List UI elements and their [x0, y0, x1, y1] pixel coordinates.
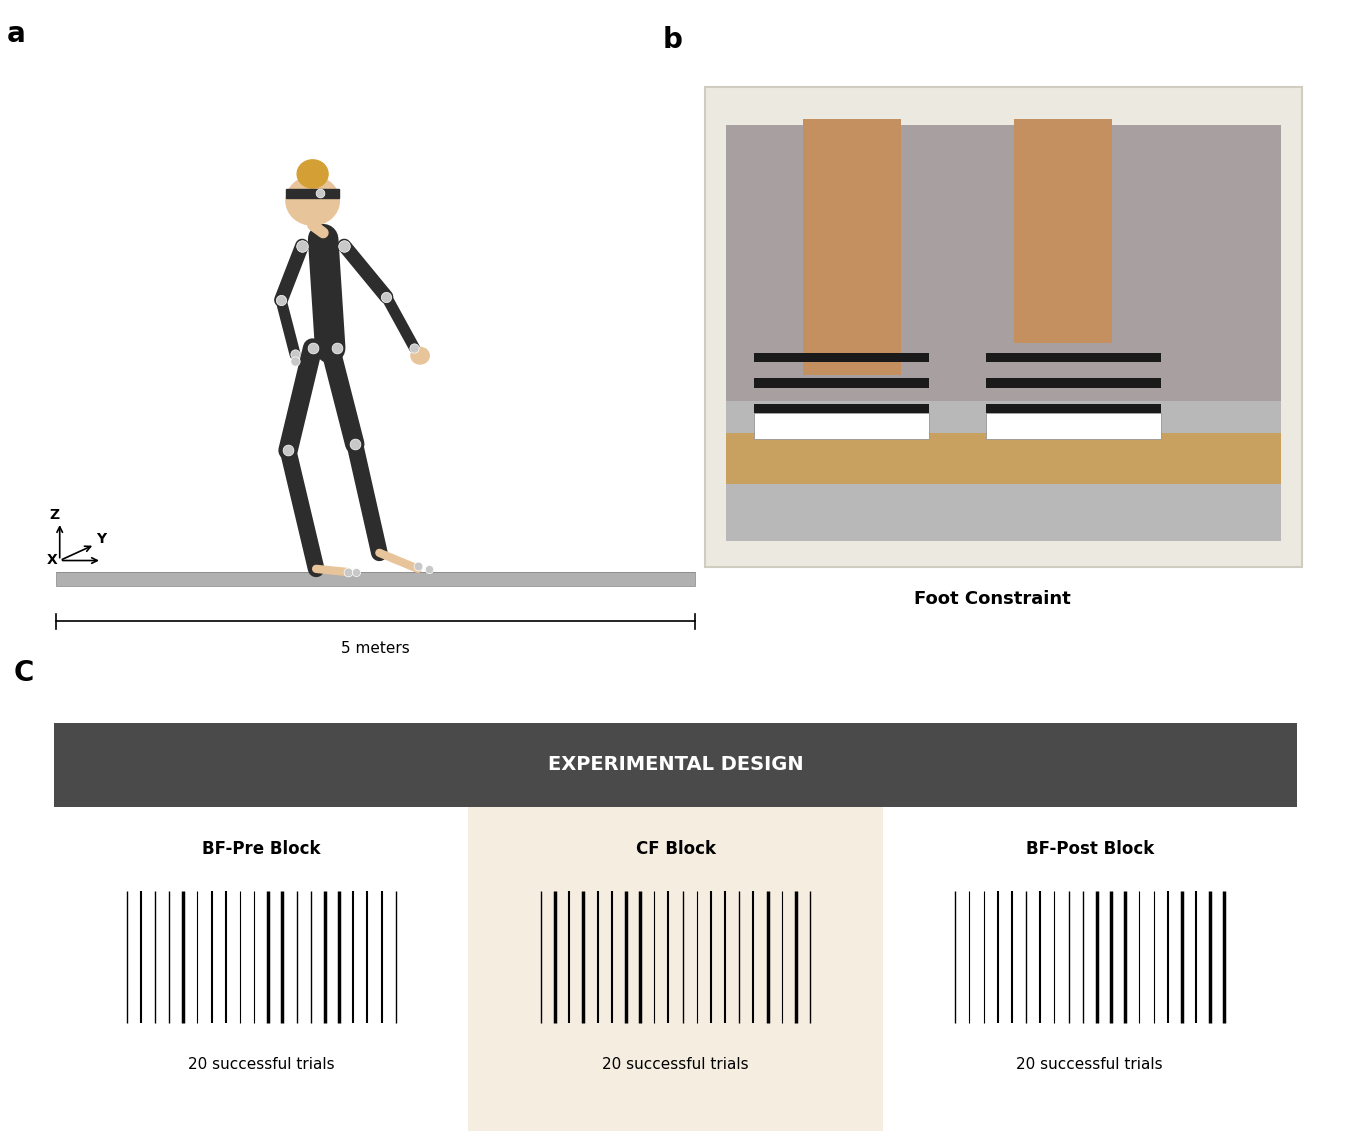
Bar — [754, 414, 929, 439]
Text: Y: Y — [96, 531, 107, 545]
Bar — [986, 352, 1162, 362]
Text: CF Block: CF Block — [635, 840, 716, 858]
Bar — [469, 807, 882, 1132]
Point — [309, 184, 331, 202]
Point — [292, 237, 313, 255]
Bar — [54, 724, 1297, 807]
Point — [277, 441, 299, 459]
Point — [334, 237, 355, 255]
Bar — [986, 403, 1162, 414]
Point — [284, 352, 305, 370]
Bar — [725, 400, 1281, 542]
Text: Z: Z — [49, 507, 59, 522]
Point — [301, 338, 323, 357]
Point — [336, 562, 358, 581]
Text: 20 successful trials: 20 successful trials — [1016, 1057, 1163, 1072]
Text: 20 successful trials: 20 successful trials — [188, 1057, 335, 1072]
Text: EXPERIMENTAL DESIGN: EXPERIMENTAL DESIGN — [547, 756, 804, 775]
Circle shape — [286, 176, 339, 225]
Bar — [705, 87, 1302, 567]
Text: C: C — [14, 660, 34, 687]
Text: BF-Pre Block: BF-Pre Block — [201, 840, 320, 858]
Text: X: X — [47, 553, 58, 567]
Point — [345, 434, 366, 453]
Circle shape — [297, 160, 328, 187]
Point — [284, 345, 305, 363]
Bar — [754, 403, 929, 414]
Text: b: b — [662, 26, 682, 55]
Text: 5 meters: 5 meters — [342, 640, 411, 656]
Point — [407, 557, 428, 575]
Point — [270, 290, 292, 309]
Text: Foot Constraint: Foot Constraint — [915, 590, 1071, 608]
Point — [417, 560, 439, 578]
Text: BF-Post Block: BF-Post Block — [1025, 840, 1154, 858]
Text: a: a — [7, 21, 26, 48]
Bar — [986, 378, 1162, 387]
Bar — [725, 126, 1281, 542]
Point — [327, 338, 349, 357]
Circle shape — [411, 347, 430, 363]
Text: 20 successful trials: 20 successful trials — [603, 1057, 748, 1072]
Bar — [725, 432, 1281, 483]
Point — [346, 562, 367, 581]
Bar — [1013, 119, 1112, 343]
Bar — [754, 352, 929, 362]
Point — [376, 288, 397, 306]
Bar — [286, 189, 339, 198]
Bar — [986, 414, 1162, 439]
Bar — [754, 378, 929, 387]
Bar — [57, 572, 696, 586]
Bar — [802, 119, 901, 375]
Point — [404, 338, 426, 357]
